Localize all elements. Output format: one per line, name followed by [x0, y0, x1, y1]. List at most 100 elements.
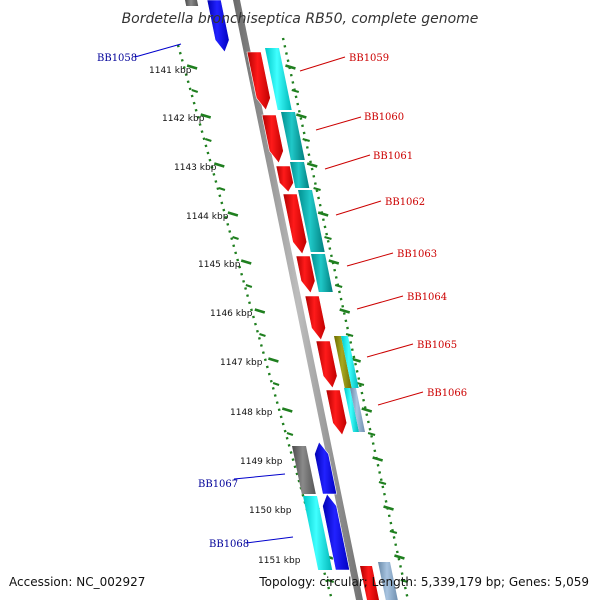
gene-arrow-reverse	[322, 493, 350, 571]
tick-mark-outer	[295, 113, 307, 119]
genome-backbone	[233, 0, 363, 600]
tick-mark-minor	[389, 529, 398, 535]
tick-mark-minor	[218, 186, 226, 192]
gene-label[interactable]: BB1064	[407, 292, 447, 303]
cog-band	[290, 162, 310, 188]
cog-band	[265, 48, 292, 110]
label-leader-line	[377, 391, 424, 406]
label-leader-line	[315, 116, 362, 131]
tick-mark-minor	[286, 431, 294, 437]
tick-mark-minor	[302, 137, 310, 143]
genome-summary-text: Topology: circular; Length: 5,339,179 bp…	[258, 575, 589, 589]
tick-label: 1144 kbp	[186, 212, 229, 222]
label-leaders	[134, 43, 424, 544]
tick-label: 1147 kbp	[220, 358, 263, 368]
tick-labels: 1141 kbp 1142 kbp 1143 kbp 1144 kbp 1145…	[149, 66, 301, 566]
tick-mark-outer	[394, 554, 405, 560]
cog-band	[298, 190, 325, 252]
tick-mark-outer	[306, 162, 318, 168]
cog-band	[341, 336, 359, 388]
tick-label: 1143 kbp	[174, 163, 217, 173]
tick-label: 1145 kbp	[198, 260, 241, 270]
gene-label[interactable]: BB1066	[427, 388, 467, 399]
cog-band	[185, 0, 199, 6]
label-leader-line	[245, 536, 294, 544]
tick-mark-minor	[272, 381, 280, 387]
gene-label[interactable]: BB1067	[198, 479, 238, 490]
gene-label[interactable]: BB1061	[373, 151, 413, 162]
tick-mark-minor	[205, 137, 212, 143]
gene-labels-reverse: BB1058 BB1067 BB1068	[97, 53, 249, 550]
label-leader-line	[233, 473, 286, 480]
gene-track	[185, 0, 398, 600]
gene-arrow-reverse	[314, 441, 338, 495]
gene-label[interactable]: BB1059	[349, 53, 389, 64]
cog-band	[378, 562, 398, 600]
tick-mark-outer	[383, 505, 394, 511]
cog-band	[281, 112, 305, 160]
gene-arrow-forward	[295, 255, 316, 294]
tick-mark-minor	[232, 235, 239, 241]
tick-mark-minor	[367, 431, 376, 437]
tick-mark-minor	[327, 578, 335, 584]
label-leader-line	[366, 343, 414, 358]
tick-mark-outer	[285, 64, 296, 70]
gene-arrow-forward	[360, 566, 379, 600]
cog-band	[334, 336, 352, 388]
cog-band	[292, 446, 316, 494]
cog-band	[311, 254, 333, 292]
tick-mark-minor	[291, 88, 300, 94]
map-title: Bordetella bronchiseptica RB50, complete…	[122, 11, 479, 27]
tick-label: 1148 kbp	[230, 408, 273, 418]
label-leader-line	[335, 200, 382, 216]
tick-mark-minor	[191, 88, 199, 94]
gene-arrow-forward	[275, 165, 294, 193]
tick-label: 1146 kbp	[210, 309, 253, 319]
gene-label[interactable]: BB1058	[97, 53, 137, 64]
tick-label: 1151 kbp	[258, 556, 301, 566]
label-leader-line	[324, 154, 371, 170]
cog-band	[350, 388, 365, 432]
gene-label[interactable]: BB1060	[364, 112, 404, 123]
tick-mark-minor	[259, 332, 266, 338]
tick-mark-inner	[281, 407, 293, 413]
tick-mark-inner	[186, 64, 198, 70]
gene-arrow-forward	[325, 389, 348, 436]
gene-arrow-forward	[282, 193, 308, 255]
tick-mark-outer	[372, 456, 384, 462]
gene-arrow-forward	[304, 295, 326, 341]
gene-label[interactable]: BB1065	[417, 340, 457, 351]
tick-label: 1141 kbp	[149, 66, 192, 76]
tick-mark-minor	[400, 578, 409, 584]
gene-label[interactable]: BB1068	[209, 539, 249, 550]
gene-arrow-forward	[261, 114, 284, 164]
tick-mark-minor	[378, 480, 387, 486]
tick-mark-outer	[328, 259, 340, 265]
tick-mark-minor	[245, 283, 253, 289]
label-leader-line	[134, 43, 182, 58]
gene-label[interactable]: BB1062	[385, 197, 425, 208]
cog-band	[344, 388, 359, 432]
tick-mark-minor	[356, 381, 365, 387]
tick-mark-outer	[339, 308, 351, 314]
tick-mark-inner	[227, 211, 239, 217]
cog-band	[303, 496, 333, 570]
accession-text: Accession: NC_002927	[9, 575, 145, 589]
gene-arrow-reverse	[206, 0, 230, 53]
tick-mark-inner	[254, 308, 266, 314]
gene-label[interactable]: BB1063	[397, 249, 437, 260]
tick-mark-minor	[345, 332, 354, 338]
tick-label: 1142 kbp	[162, 114, 205, 124]
gene-labels-forward: BB1059 BB1060 BB1061 BB1062 BB1063 BB106…	[349, 53, 467, 399]
gene-arrow-forward	[246, 51, 271, 111]
tick-mark-minor	[324, 235, 332, 241]
label-leader-line	[299, 56, 346, 72]
tick-mark-minor	[334, 283, 343, 289]
tick-mark-inner	[200, 113, 212, 119]
tick-mark-inner	[268, 357, 279, 363]
tick-mark-inner	[213, 162, 225, 168]
tick-label: 1149 kbp	[240, 457, 283, 467]
tick-mark-outer	[361, 407, 373, 413]
label-leader-line	[356, 295, 404, 310]
